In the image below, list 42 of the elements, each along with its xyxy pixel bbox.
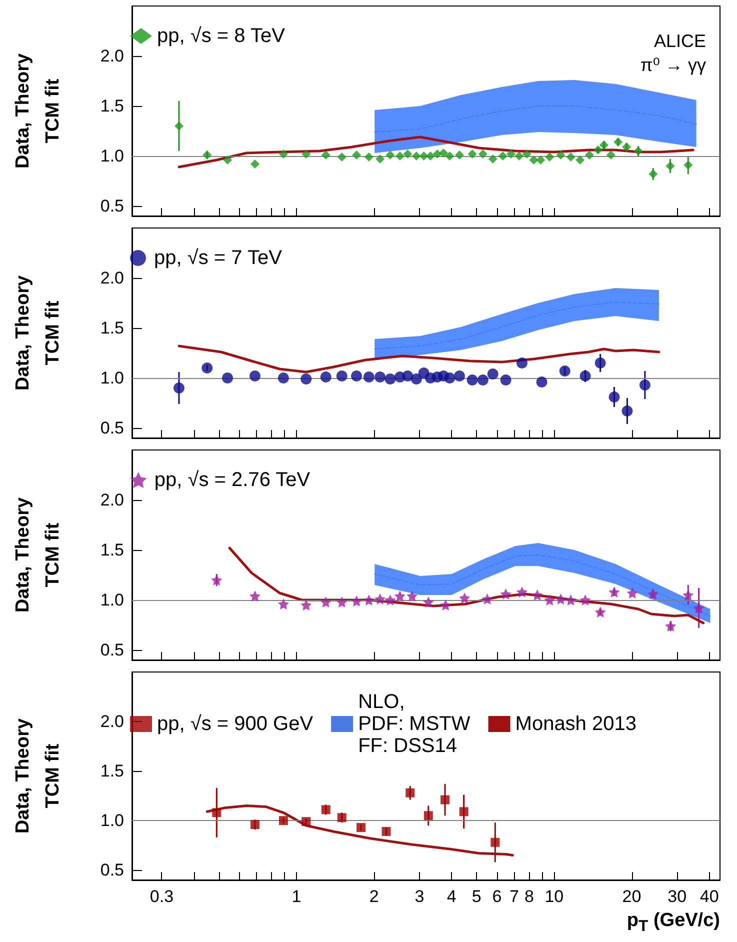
x-tick-label: 40 (700, 887, 719, 906)
y-tick-label: 2.0 (100, 268, 124, 288)
y-tick-label: 0.5 (100, 860, 124, 880)
x-tick-label: 20 (622, 887, 642, 906)
y-tick-label: 1.5 (100, 96, 124, 116)
y-tick-label: 0.5 (100, 640, 124, 660)
x-tick-label: 6 (492, 887, 502, 906)
y-tick-label: 1.5 (100, 318, 124, 338)
y-axis-title: Data, Theory TCM fit (12, 497, 64, 613)
y-tick-label: 1.0 (100, 368, 124, 388)
y-tick-label: 1.5 (100, 540, 124, 560)
legend-label: pp, √s = 8 TeV (157, 25, 286, 47)
y-axis-title: Data, Theory TCM fit (12, 275, 64, 391)
y-tick-label: 1.5 (100, 762, 124, 781)
y-tick-label: 2.0 (100, 490, 124, 510)
legend-label: pp, √s = 2.76 TeV (154, 469, 311, 491)
x-tick-label: 0.3 (150, 887, 174, 906)
x-axis-title: p$_{T}$ (GeV/c) (626, 910, 720, 936)
x-tick-label: 7 (510, 887, 519, 906)
y-tick-label: 1.0 (100, 811, 124, 830)
annotation: π⁰ → γγ (640, 55, 706, 75)
y-tick-label: 0.5 (100, 418, 124, 438)
y-axis-title: Data, Theory TCM fit (12, 53, 64, 169)
x-tick-label: 4 (446, 887, 456, 906)
annotation: ALICE (654, 31, 706, 51)
legend-label: NLO, PDF: MSTW FF: DSS14 (358, 691, 470, 757)
legend-label: pp, √s = 7 TeV (154, 247, 283, 269)
x-tick-label: 10 (544, 887, 564, 906)
x-tick-label: 2 (369, 887, 379, 906)
x-tick-label: 1 (292, 887, 302, 906)
x-tick-label: 5 (472, 887, 482, 906)
y-tick-label: 2.0 (100, 46, 124, 66)
y-tick-label: 0.5 (100, 196, 124, 216)
x-tick-label: 30 (668, 887, 687, 906)
y-axis-title: Data, Theory TCM fit (12, 718, 64, 834)
y-tick-label: 1.0 (100, 146, 124, 166)
y-tick-label: 1.0 (100, 590, 124, 610)
x-tick-label: 3 (414, 887, 424, 906)
legend-label: pp, √s = 900 GeV (157, 713, 314, 735)
legend-label: Monash 2013 (515, 713, 636, 735)
x-tick-label: 8 (524, 887, 534, 906)
y-tick-label: 2.0 (100, 712, 124, 732)
